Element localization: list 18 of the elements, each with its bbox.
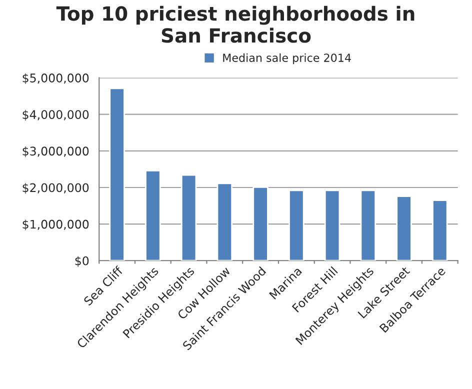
y-tick-label: $1,000,000	[22, 220, 89, 230]
y-tick-label: $2,000,000	[22, 183, 89, 194]
bar	[288, 190, 304, 261]
bar	[432, 200, 448, 261]
y-tick-label: $4,000,000	[22, 110, 89, 121]
y-tick-label: $0	[75, 256, 89, 267]
bar	[252, 186, 268, 261]
bar	[180, 174, 197, 261]
bar	[396, 196, 412, 261]
y-tick-label: $3,000,000	[22, 146, 89, 158]
chart-title: Top 10 priciest neighborhoods in San Francisco	[56, 6, 414, 43]
bar	[145, 170, 161, 261]
bar	[109, 88, 125, 261]
bar	[360, 190, 376, 261]
legend-label: Median sale price 2014	[223, 53, 351, 64]
bar	[324, 190, 340, 261]
y-tick-label: $5,000,000	[22, 73, 89, 84]
bar	[216, 182, 233, 261]
